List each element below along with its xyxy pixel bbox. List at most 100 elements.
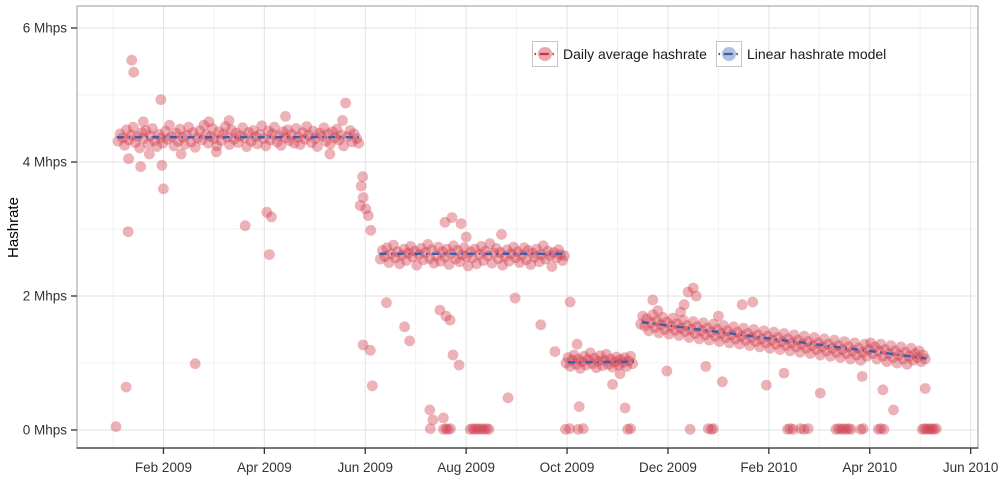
data-point: [845, 423, 857, 435]
data-point: [798, 423, 810, 435]
data-point: [271, 136, 283, 148]
data-point: [411, 259, 423, 271]
data-point: [325, 138, 336, 150]
data-point: [226, 124, 238, 136]
data-point: [516, 249, 528, 261]
data-point: [301, 121, 313, 132]
data-point: [260, 140, 272, 152]
data-point: [388, 239, 399, 251]
data-point: [194, 125, 206, 136]
data-point: [424, 423, 436, 435]
data-point: [768, 326, 780, 338]
data-point: [728, 321, 739, 333]
data-point: [445, 423, 456, 435]
data-point: [120, 381, 132, 393]
data-point: [726, 329, 737, 341]
data-point: [434, 304, 446, 316]
data-point: [673, 330, 685, 341]
data-point: [859, 338, 871, 350]
data-point: [684, 423, 696, 435]
data-point: [297, 127, 309, 138]
data-point: [198, 119, 210, 131]
data-point: [546, 261, 558, 272]
data-point: [110, 421, 122, 432]
data-point: [689, 328, 701, 339]
x-tick-label: Aug 2009: [437, 460, 495, 475]
data-point: [697, 317, 709, 329]
data-point: [537, 240, 549, 252]
data-point: [142, 138, 154, 150]
data-point: [564, 423, 575, 435]
x-tick-label: Jun 2010: [943, 460, 999, 475]
data-point: [508, 241, 519, 253]
data-point: [123, 134, 134, 146]
data-point: [667, 312, 679, 324]
x-tick-label: Dec 2009: [639, 460, 697, 475]
data-point: [784, 345, 796, 357]
data-point: [845, 353, 856, 365]
data-point: [203, 116, 215, 128]
data-point: [840, 423, 852, 435]
data-point: [891, 357, 903, 369]
data-point: [708, 423, 719, 435]
data-point: [564, 361, 576, 372]
data-point: [924, 423, 936, 435]
data-point: [126, 54, 138, 66]
legend-item-daily-hashrate: Daily average hashrate: [532, 41, 707, 67]
data-point: [290, 123, 302, 134]
data-point: [786, 337, 798, 349]
data-point: [778, 367, 790, 379]
y-tick-label: 6 Mhps: [23, 21, 68, 36]
data-point: [594, 350, 606, 361]
data-point: [714, 336, 725, 347]
data-point: [590, 362, 602, 374]
data-point: [525, 259, 537, 270]
data-point: [760, 379, 772, 391]
data-point: [249, 131, 261, 142]
data-point: [140, 125, 152, 136]
data-point: [574, 363, 586, 374]
data-point: [649, 322, 661, 333]
data-point: [357, 171, 369, 183]
data-point: [509, 292, 521, 304]
data-point: [758, 325, 770, 337]
data-point: [754, 341, 766, 353]
y-tick-label: 2 Mhps: [23, 289, 68, 304]
data-point: [760, 337, 772, 349]
data-point: [806, 340, 818, 351]
data-point: [311, 141, 323, 153]
data-point: [718, 320, 729, 331]
data-point: [137, 116, 149, 128]
data-point: [928, 423, 940, 435]
data-point: [121, 124, 132, 136]
data-point: [438, 412, 449, 424]
data-point: [438, 423, 449, 435]
data-point: [357, 339, 369, 351]
data-point: [652, 305, 664, 317]
data-point: [560, 423, 571, 435]
data-point: [901, 358, 913, 370]
data-point: [355, 180, 367, 192]
data-point: [621, 361, 632, 372]
data-point: [183, 121, 195, 133]
data-point: [143, 148, 155, 160]
data-point: [782, 333, 794, 345]
data-point: [750, 336, 762, 347]
data-point: [396, 249, 408, 261]
data-point: [855, 423, 867, 435]
data-point: [273, 130, 285, 142]
data-point: [764, 342, 776, 354]
x-axis: Feb 2009 Apr 2009 Jun 2009 Aug 2009 Oct 2009…: [135, 448, 999, 475]
data-point: [471, 423, 483, 435]
data-point: [700, 361, 712, 372]
data-point: [160, 125, 171, 137]
data-point: [239, 220, 251, 232]
data-point: [919, 383, 931, 394]
data-point: [922, 423, 934, 435]
data-point: [794, 346, 806, 358]
x-tick-label: Feb 2009: [135, 460, 192, 475]
data-point: [333, 134, 345, 146]
data-point: [460, 231, 472, 243]
data-point: [439, 216, 451, 228]
